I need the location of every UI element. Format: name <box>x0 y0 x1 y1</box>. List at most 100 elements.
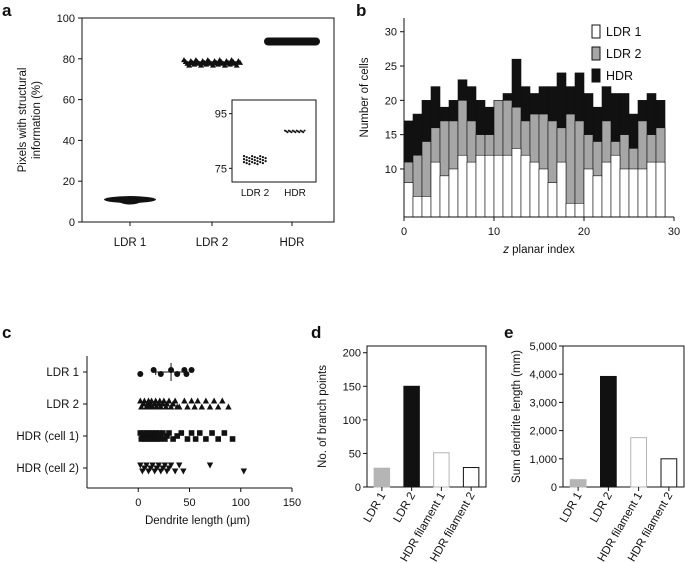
panel-b-ytick-label: 10 <box>385 164 397 176</box>
panel-c-point-hdrcell1 <box>170 436 176 442</box>
panel-a-frame <box>81 17 335 223</box>
panel-c-dendrite-scatter: 0 50 100 150 Dendrite length (µm) LDR 1 LDR 2 H… <box>16 356 301 527</box>
panel-b-ytick-label: 20 <box>385 95 397 107</box>
panel-c-point-hdrcell1 <box>229 436 236 442</box>
panel-c-point-hdrcell2 <box>149 462 156 469</box>
panel-a-inset-ldr2-point <box>253 159 256 162</box>
panel-d-bar <box>403 385 420 488</box>
panel-e-bar <box>600 375 617 488</box>
panel-c-point-hdrcell1 <box>142 433 149 439</box>
panel-d-ytick-label: 150 <box>343 381 361 393</box>
panel-a-ylabel: Pixels with structural information (%) <box>17 68 43 173</box>
panel-a-inset-ldr2-point <box>259 158 262 161</box>
panel-d-bar <box>373 467 391 488</box>
panel-a-inset-xtick-label: LDR 2 <box>241 188 270 199</box>
panel-b-bar-ldr1 <box>529 161 540 218</box>
panel-label-e: e <box>504 323 513 342</box>
panel-b-bar-ldr1 <box>655 161 666 218</box>
panel-d-ylabel: No. of branch points <box>317 365 329 468</box>
panel-c-point-ldr2 <box>156 397 163 404</box>
panel-e-bar <box>569 479 587 488</box>
panel-e-sum-length-bar-chart: 0 1,000 2,000 3,000 4,000 5,000 Sum dendrite l… <box>511 341 685 563</box>
panel-c-point-hdrcell2 <box>155 462 162 469</box>
panel-c-point-hdrcell1 <box>153 436 160 442</box>
panel-c-point-hdrcell1 <box>144 436 151 442</box>
panel-e-ytick-label: 1,000 <box>529 454 557 466</box>
panel-a-ytick-label: 60 <box>63 95 75 107</box>
panel-b-xlabel-rest: planar index <box>509 244 575 256</box>
panel-e-xtick-label: LDR 2 <box>588 491 615 525</box>
panel-d-bar <box>433 452 450 488</box>
panel-c-point-ldr2 <box>171 397 179 404</box>
panel-c-point-ldr2 <box>206 403 214 410</box>
panel-b-bar-ldr1 <box>574 202 585 218</box>
panel-e-xtick-label: LDR 1 <box>558 491 585 525</box>
panel-d-branch-bar-chart: 0 50 100 150 200 No. of branch points LDR 1 LDR… <box>317 345 487 563</box>
panel-c-point-ldr2 <box>210 397 218 404</box>
panel-a-inset-ytick-label: 75 <box>215 163 227 175</box>
panel-c-point-hdrcell1 <box>221 430 228 436</box>
panel-c-point-ldr2 <box>202 397 210 404</box>
panel-c-point-hdrcell1 <box>174 433 180 439</box>
panel-b-xtick-label: 0 <box>401 226 407 238</box>
panel-b-bar-ldr1 <box>511 148 522 218</box>
panel-b-legend-label: LDR 1 <box>606 25 641 39</box>
panel-c-ytick-label: HDR (cell 1) <box>16 431 79 443</box>
panel-label-a: a <box>2 1 12 20</box>
panel-b-xtick-label: 10 <box>488 226 500 238</box>
panel-a-inset-hdr-point <box>302 131 305 134</box>
panel-b-bar-ldr1 <box>547 182 558 218</box>
panel-c-point-ldr1 <box>188 367 195 373</box>
panel-label-b: b <box>356 1 366 20</box>
panel-a-inset-ldr2-point <box>245 162 248 165</box>
panel-c-point-ldr2 <box>188 397 195 404</box>
panel-c-point-ldr2 <box>152 397 159 404</box>
panel-c-point-hdrcell2 <box>171 468 179 475</box>
panel-c-xtick-label: 100 <box>232 497 250 509</box>
panel-c-xtick-label: 0 <box>135 497 141 509</box>
panel-b-xtick-label: 20 <box>578 226 590 238</box>
panel-b-legend-swatch <box>591 68 601 83</box>
panel-c-point-hdrcell2 <box>161 462 169 469</box>
panel-e-ytick-label: 4,000 <box>529 369 557 381</box>
panel-b-bar-ldr1 <box>430 161 441 218</box>
panel-c-point-hdrcell1 <box>149 430 156 436</box>
panel-b-ytick-label: 30 <box>385 27 397 39</box>
panel-c-point-hdrcell1 <box>150 436 157 442</box>
panel-a-inset-ldr2-point <box>242 158 246 161</box>
panel-b-bar-ldr1 <box>448 168 459 218</box>
panel-b-bar-ldr1 <box>520 154 531 218</box>
panel-a-inset-ldr2-point <box>261 162 264 165</box>
panel-c-xlabel: Dendrite length (µm) <box>145 515 250 527</box>
panel-b-ylabel: Number of cells <box>359 57 371 137</box>
panel-c-point-hdrcell1 <box>209 430 215 436</box>
panel-c-point-hdrcell1 <box>146 430 153 436</box>
panel-b-legend-swatch <box>591 46 601 61</box>
panel-a-ytick-label: 80 <box>63 54 75 66</box>
panel-a-inset-ldr2-point <box>251 155 254 158</box>
panel-c-xtick-label: 50 <box>183 497 195 509</box>
panel-a-dotplot: 0 20 40 60 80 100 LDR 1 LDR 2 HDR Pixels with str… <box>17 13 335 249</box>
panel-a-inset-hdr-point <box>303 129 306 132</box>
panel-c-point-ldr1 <box>137 371 144 377</box>
panel-b-bar-ldr1 <box>619 168 630 218</box>
panel-a-ytick-label: 0 <box>69 217 75 229</box>
panel-a-inset-ldr2-point <box>245 159 248 162</box>
panel-a-inset-ldr2-point <box>253 162 256 165</box>
panel-a-ytick-label: 20 <box>63 176 75 188</box>
panel-b-ytick-label: 25 <box>385 61 397 73</box>
panel-b-bar-ldr1 <box>610 154 621 218</box>
panel-c-point-ldr2 <box>215 403 222 410</box>
panel-b-bar-ldr1 <box>412 196 423 218</box>
panel-c-point-hdrcell2 <box>137 462 144 469</box>
panel-e-frame <box>562 345 685 488</box>
panel-b-bar-ldr1 <box>502 154 513 218</box>
panel-d-xtick-label: LDR 1 <box>362 491 389 525</box>
panel-e-ylabel: Sum dendrite length (mm) <box>511 350 523 483</box>
panel-c-ytick-label: HDR (cell 2) <box>16 463 79 475</box>
panel-c-ytick-label: LDR 2 <box>46 399 79 411</box>
panel-c-point-hdrcell2 <box>143 462 150 469</box>
panel-a-inset-ldr2-point <box>256 157 259 160</box>
panel-a-ylabel-line: information (%) <box>31 81 43 159</box>
